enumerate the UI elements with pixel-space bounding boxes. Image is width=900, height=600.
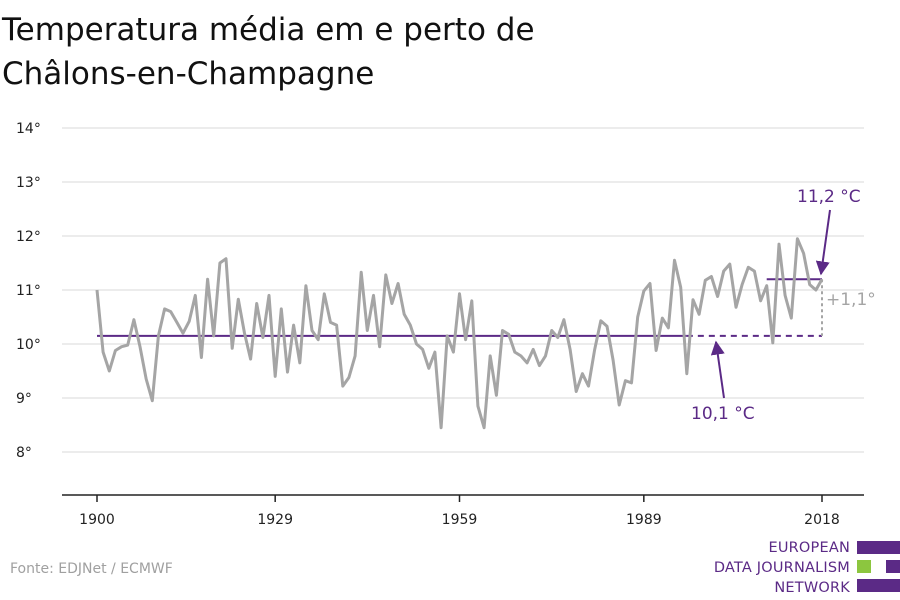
logo-line-1: EUROPEAN — [768, 540, 850, 556]
y-tick-label: 9° — [16, 391, 32, 407]
x-axis-ticks: 1900 1929 1959 1989 2018 — [79, 495, 840, 528]
recent-average-arrow — [815, 209, 831, 276]
x-tick-label: 2018 — [804, 512, 840, 528]
temperature-series-line — [95, 237, 824, 430]
logo-line-3: NETWORK — [774, 580, 850, 596]
baseline-average-arrow — [710, 340, 725, 399]
y-tick-label: 8° — [16, 445, 32, 461]
edjnet-logo: EUROPEAN DATA JOURNALISM NETWORK — [712, 538, 900, 598]
annotations: 11,2 °C 10,1 °C +1,1° — [691, 187, 876, 424]
baseline-average-label: 10,1 °C — [691, 404, 755, 424]
y-tick-label: 10° — [16, 337, 41, 353]
y-tick-label: 13° — [16, 175, 41, 191]
source-credit: Fonte: EDJNet / ECMWF — [10, 561, 173, 577]
recent-average-label: 11,2 °C — [797, 187, 861, 207]
logo-bar-green — [857, 560, 871, 573]
logo-bar-purple-top — [857, 541, 900, 554]
chart-title: Temperatura média em e perto de Châlons-… — [2, 8, 702, 96]
y-tick-label: 12° — [16, 229, 41, 245]
logo-text: EUROPEAN DATA JOURNALISM NETWORK — [714, 538, 850, 598]
chart-title-line-1: Temperatura média em e perto de — [2, 12, 535, 48]
y-tick-label: 11° — [16, 283, 41, 299]
x-tick-label: 1959 — [442, 512, 478, 528]
logo-bar-purple-bottom — [857, 579, 900, 592]
logo-line-2: DATA JOURNALISM — [713, 560, 850, 576]
grid-lines — [62, 127, 864, 453]
x-tick-label: 1929 — [257, 512, 293, 528]
chart-title-line-2: Châlons-en-Champagne — [2, 56, 375, 92]
difference-label: +1,1° — [826, 290, 876, 310]
y-tick-label: 14° — [16, 121, 41, 137]
y-axis-ticks: 8° 9° 10° 11° 12° 13° 14° — [16, 121, 41, 461]
x-tick-label: 1989 — [626, 512, 662, 528]
x-tick-label: 1900 — [79, 512, 115, 528]
logo-bar-purple-right — [886, 560, 900, 573]
